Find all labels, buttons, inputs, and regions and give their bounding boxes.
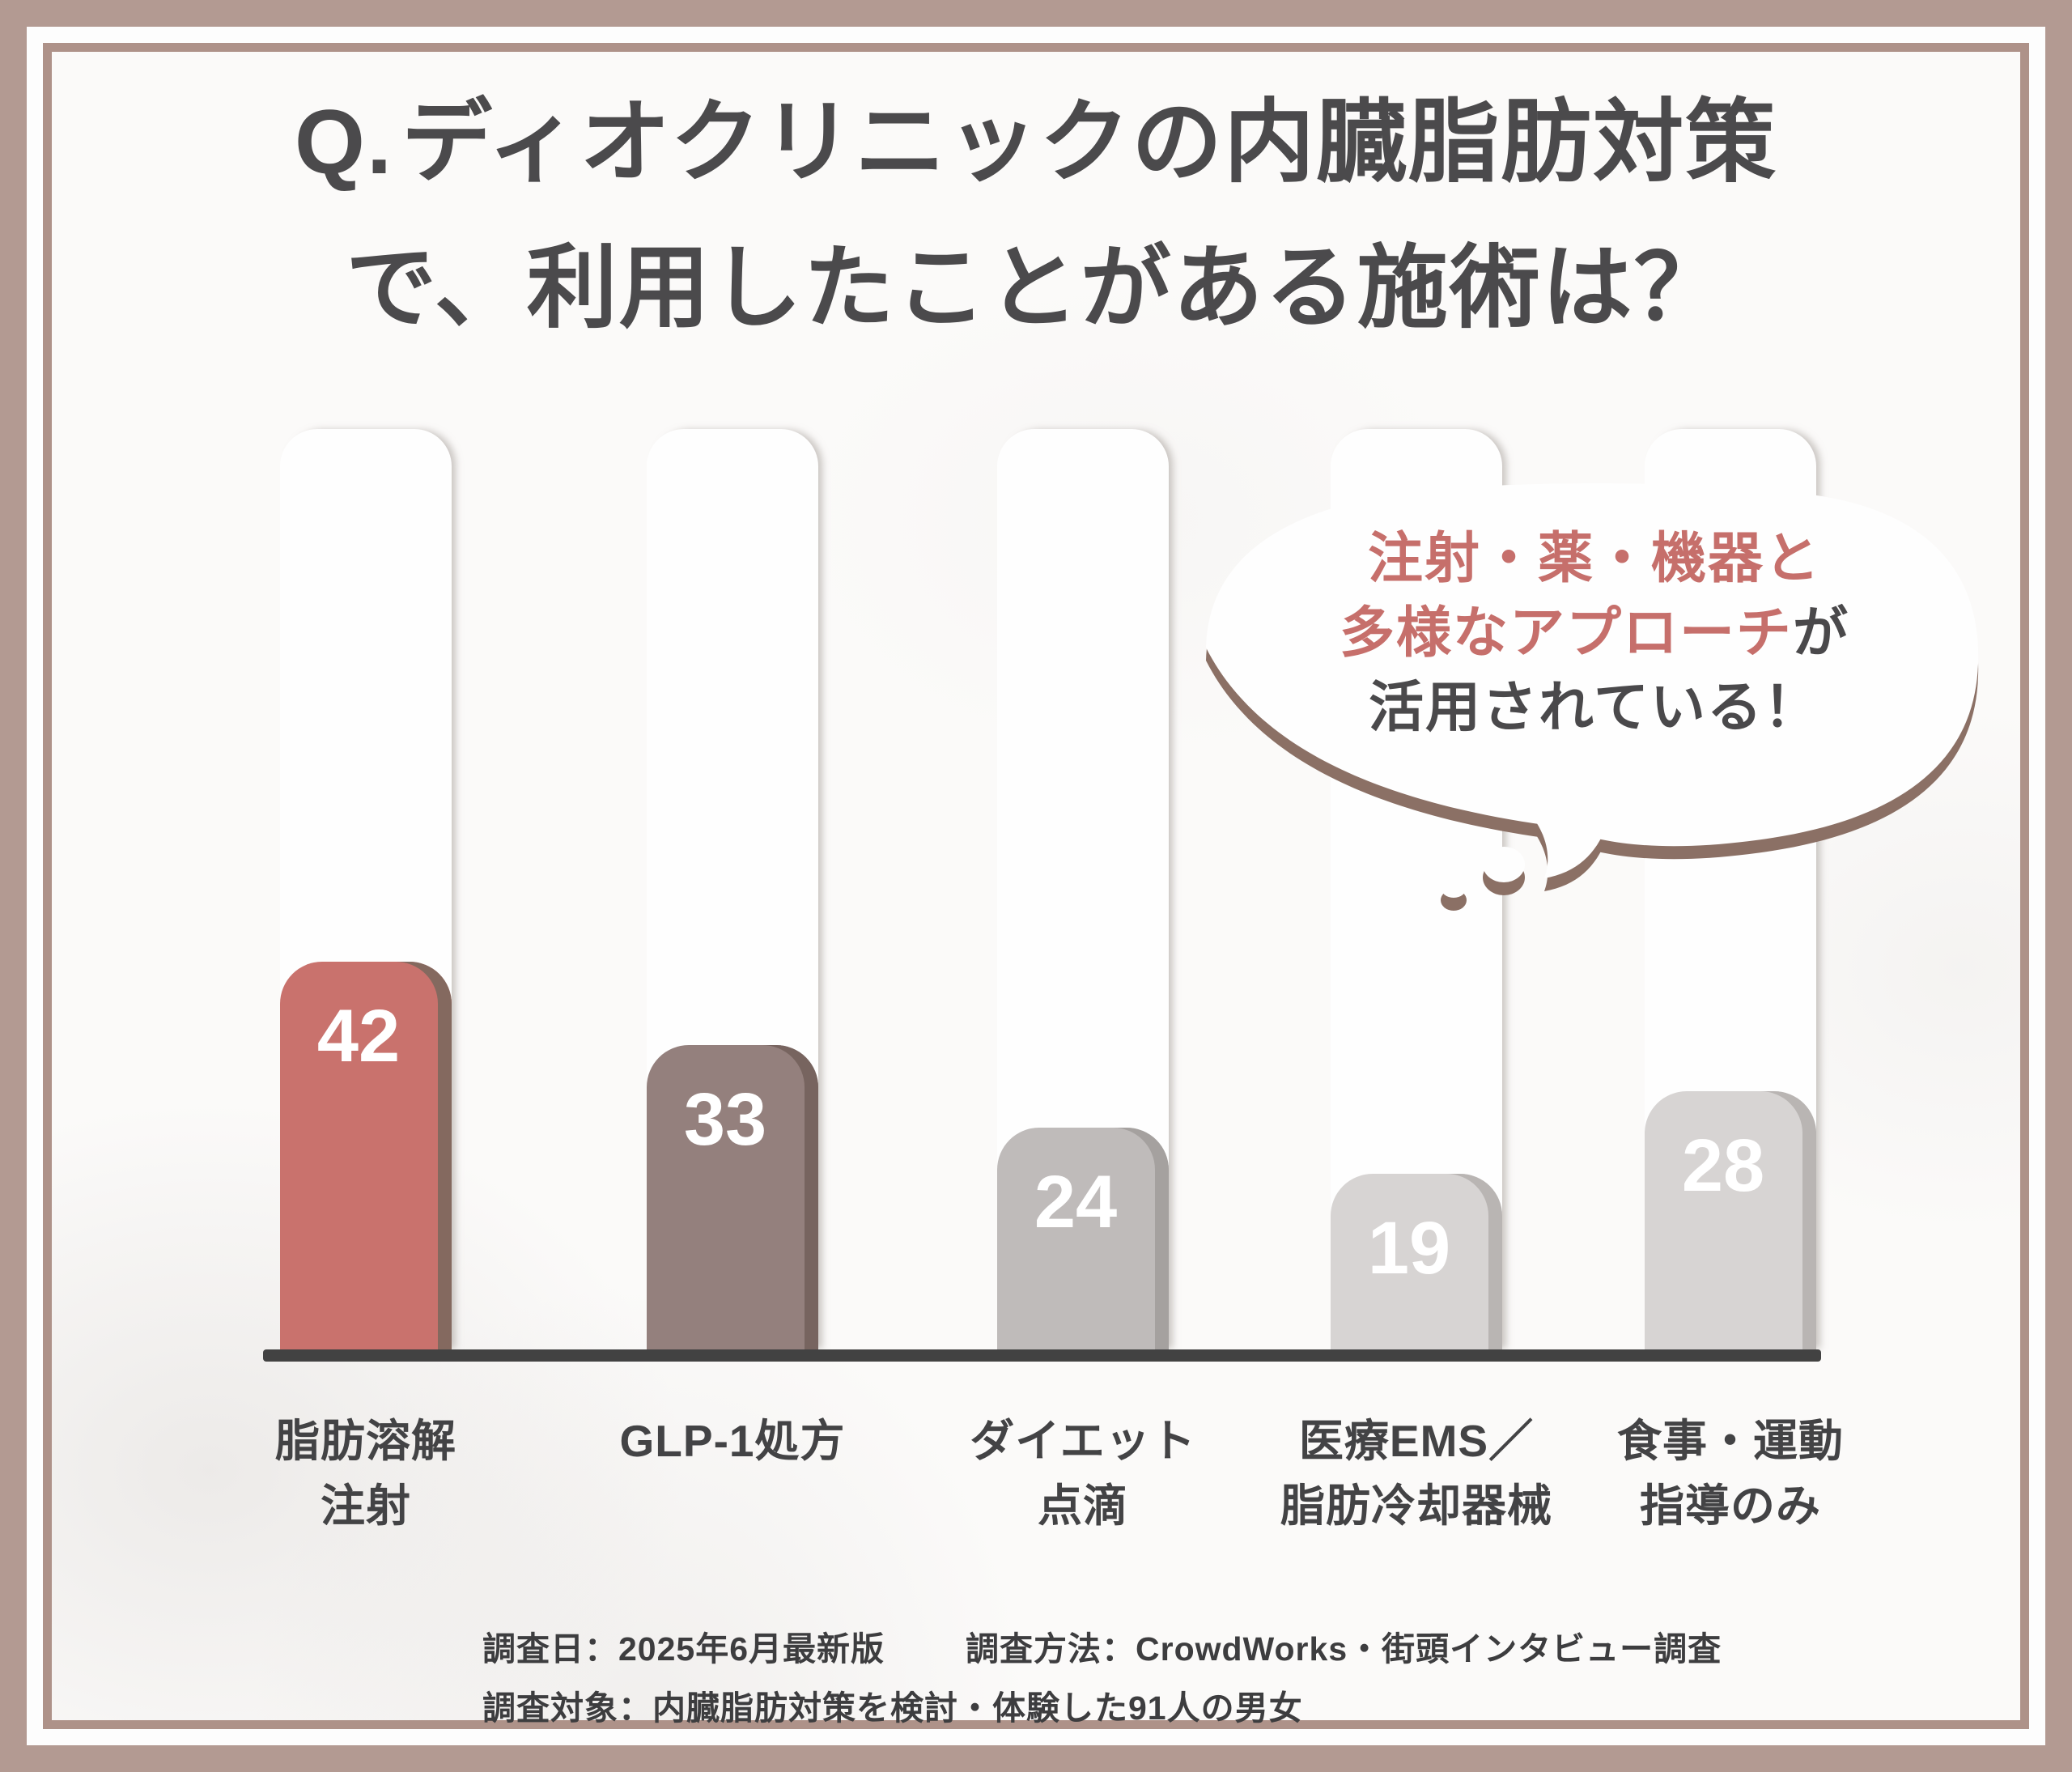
category-label: 食事・運動 指導のみ [1616,1416,1844,1531]
title-line-2: で、利用したことがある施術は？ [346,237,1726,338]
bar-value-label: 28 [1681,1124,1765,1207]
bar-value-label: 24 [1034,1161,1118,1243]
survey-subjects: 調査対象：内臓脂肪対策を検討・体験した91人の男女 [482,1689,1303,1727]
question-prefix: Q. [294,91,394,193]
x-axis-line [263,1349,1821,1362]
speech-bubble-body [1206,483,1979,847]
chart-bar: 19 [1331,1174,1502,1353]
bubble-line-2-accent: 多様なアプローチ [1339,602,1793,664]
bar-value-label: 33 [683,1078,767,1161]
speech-bubble-text: 注射・薬・機器と 多様なアプローチが 活用されている！ [1222,521,1967,745]
bar-value-label: 19 [1367,1207,1451,1290]
speech-bubble-dot-small [1441,877,1467,898]
survey-notes-line-1: 調査日：2025年6月最新版 調査方法：CrowdWorks・街頭インタビュー調査 [482,1620,1722,1679]
chart-bar: 42 [280,962,452,1353]
category-label: 医療EMS／ 脂肪冷却器械 [1280,1416,1552,1531]
chart-bar: 24 [997,1128,1169,1353]
title-line-1: Q.ディオクリニックの内臓脂肪対策 [0,70,2072,215]
bubble-line-2-plain: が [1793,602,1850,664]
bar-value-label: 42 [316,995,401,1077]
chart-bar: 33 [647,1045,818,1353]
survey-date: 調査日：2025年6月最新版 [482,1630,885,1668]
bubble-line-3: 活用されている！ [1369,677,1820,738]
category-label: GLP‐1処方 [619,1416,846,1466]
bubble-line-2: 多様なアプローチが [1222,596,1967,670]
category-label: ダイエット 点滴 [970,1416,1196,1531]
survey-method: 調査方法：CrowdWorks・街頭インタビュー調査 [966,1630,1722,1668]
speech-bubble-tail [1528,811,1607,878]
bubble-line-1: 注射・薬・機器と [1367,528,1821,589]
title-text-1: ディオクリニックの内臓脂肪対策 [401,91,1778,193]
speech-bubble-dot-large [1483,847,1525,882]
speech-bubble [1206,483,1979,898]
page-title: Q.ディオクリニックの内臓脂肪対策 で、利用したことがある施術は？ [0,70,2072,361]
survey-notes: 調査日：2025年6月最新版 調査方法：CrowdWorks・街頭インタビュー調査… [482,1620,1722,1738]
chart-bar: 28 [1645,1091,1816,1353]
category-label: 脂肪溶解 注射 [274,1416,456,1531]
